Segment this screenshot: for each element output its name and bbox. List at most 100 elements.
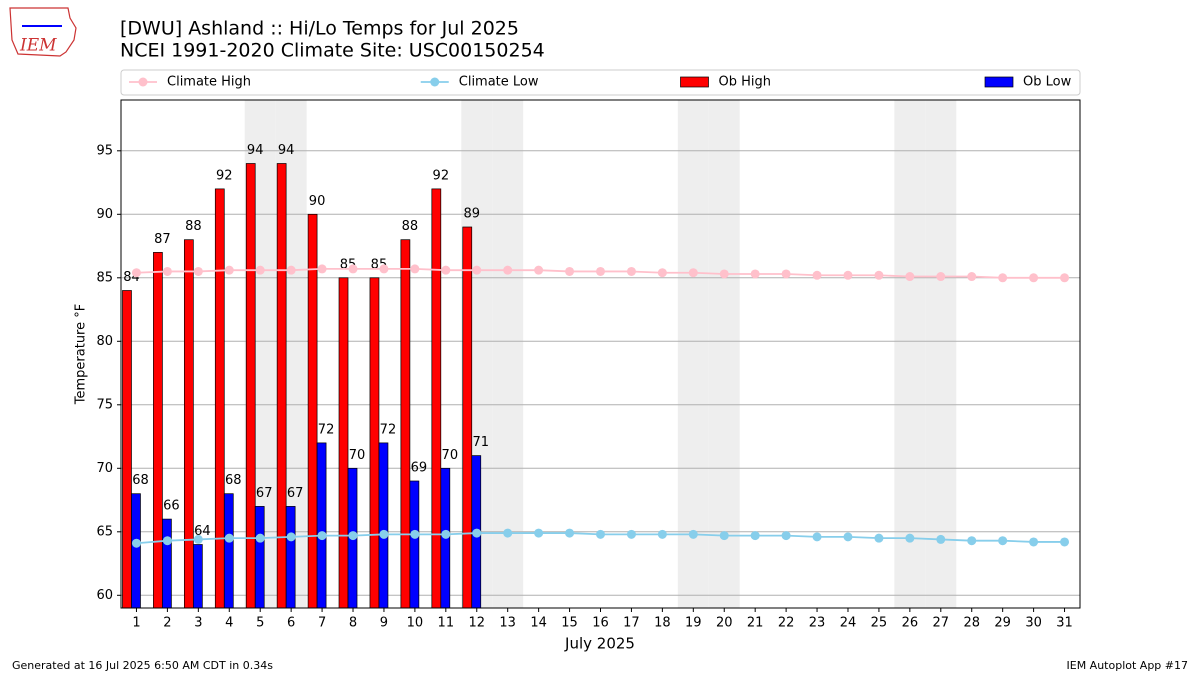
point bbox=[534, 265, 544, 275]
point bbox=[688, 529, 698, 539]
data-label: 67 bbox=[287, 486, 304, 501]
point bbox=[224, 533, 234, 543]
point bbox=[565, 266, 575, 276]
bar bbox=[338, 277, 349, 609]
bar bbox=[153, 252, 163, 609]
point bbox=[1060, 537, 1070, 547]
x-tick-label: 23 bbox=[809, 616, 826, 631]
x-tick-label: 7 bbox=[318, 616, 326, 631]
data-label: 89 bbox=[463, 207, 480, 222]
point bbox=[255, 265, 265, 275]
x-tick-label: 20 bbox=[716, 616, 733, 631]
point bbox=[1060, 273, 1070, 283]
data-label: 72 bbox=[380, 422, 397, 437]
point bbox=[936, 272, 946, 282]
data-label: 66 bbox=[163, 499, 180, 514]
legend-swatch bbox=[680, 76, 709, 88]
x-tick-label: 19 bbox=[685, 616, 702, 631]
point bbox=[905, 272, 915, 282]
point bbox=[812, 270, 822, 280]
point bbox=[719, 531, 729, 541]
chart-subtitle: NCEI 1991-2020 Climate Site: USC00150254 bbox=[120, 40, 545, 62]
x-tick-label: 21 bbox=[747, 616, 764, 631]
bar bbox=[214, 188, 225, 609]
bar bbox=[254, 506, 265, 609]
point bbox=[967, 536, 977, 546]
y-tick-label: 65 bbox=[96, 524, 113, 539]
point bbox=[193, 266, 203, 276]
point bbox=[472, 265, 482, 275]
point bbox=[131, 538, 141, 548]
x-tick-label: 6 bbox=[287, 616, 295, 631]
x-axis-label: July 2025 bbox=[564, 635, 635, 653]
x-tick-label: 10 bbox=[407, 616, 424, 631]
point bbox=[255, 533, 265, 543]
point bbox=[348, 531, 358, 541]
point bbox=[472, 528, 482, 538]
point bbox=[286, 532, 296, 542]
bar bbox=[462, 226, 473, 609]
data-label: 92 bbox=[216, 168, 233, 183]
footer-right: IEM Autoplot App #17 bbox=[1067, 659, 1189, 672]
point bbox=[998, 536, 1008, 546]
bar bbox=[223, 493, 234, 609]
x-tick-label: 5 bbox=[256, 616, 264, 631]
point bbox=[750, 269, 760, 279]
x-tick-label: 14 bbox=[530, 616, 547, 631]
legend-marker bbox=[430, 77, 440, 87]
point bbox=[781, 531, 791, 541]
data-label: 68 bbox=[132, 473, 149, 488]
x-tick-label: 18 bbox=[654, 616, 671, 631]
x-tick-label: 26 bbox=[902, 616, 919, 631]
logo-outline bbox=[9, 7, 77, 57]
x-tick-label: 8 bbox=[349, 616, 357, 631]
bar bbox=[122, 290, 132, 609]
data-label: 72 bbox=[318, 422, 335, 437]
point bbox=[224, 265, 234, 275]
point bbox=[193, 534, 203, 544]
point bbox=[410, 529, 420, 539]
x-tick-label: 16 bbox=[592, 616, 609, 631]
weekend-shade bbox=[925, 100, 957, 608]
point bbox=[131, 268, 141, 278]
bar bbox=[431, 188, 442, 609]
x-tick-label: 31 bbox=[1056, 616, 1073, 631]
x-tick-label: 28 bbox=[963, 616, 980, 631]
data-label: 71 bbox=[472, 435, 489, 450]
x-tick-label: 27 bbox=[933, 616, 950, 631]
data-label: 68 bbox=[225, 473, 242, 488]
bar bbox=[369, 277, 380, 609]
bar bbox=[162, 518, 172, 609]
data-label: 69 bbox=[411, 461, 428, 476]
legend bbox=[120, 69, 1081, 96]
data-label: 92 bbox=[433, 168, 450, 183]
bar bbox=[245, 163, 256, 609]
weekend-shade bbox=[677, 100, 709, 608]
point bbox=[812, 532, 822, 542]
bar bbox=[378, 442, 389, 609]
bar bbox=[307, 213, 318, 609]
point bbox=[317, 531, 327, 541]
y-tick-label: 80 bbox=[96, 334, 113, 349]
bar bbox=[400, 239, 411, 609]
data-label: 88 bbox=[185, 219, 202, 234]
x-tick-label: 11 bbox=[438, 616, 455, 631]
logo: IEM bbox=[9, 7, 77, 57]
point bbox=[657, 268, 667, 278]
weekend-shade bbox=[708, 100, 740, 608]
chart-title: [DWU] Ashland :: Hi/Lo Temps for Jul 202… bbox=[120, 18, 519, 40]
legend-label: Ob High bbox=[719, 75, 772, 90]
point bbox=[998, 273, 1008, 283]
point bbox=[286, 265, 296, 275]
plot-frame bbox=[120, 99, 1081, 609]
point bbox=[565, 528, 575, 538]
point bbox=[781, 269, 791, 279]
x-tick-label: 25 bbox=[871, 616, 888, 631]
legend-swatch bbox=[984, 76, 1014, 88]
weekend-shade bbox=[894, 100, 926, 608]
data-label: 94 bbox=[247, 143, 264, 158]
point bbox=[441, 265, 451, 275]
x-tick-label: 15 bbox=[561, 616, 578, 631]
data-label: 70 bbox=[349, 448, 366, 463]
